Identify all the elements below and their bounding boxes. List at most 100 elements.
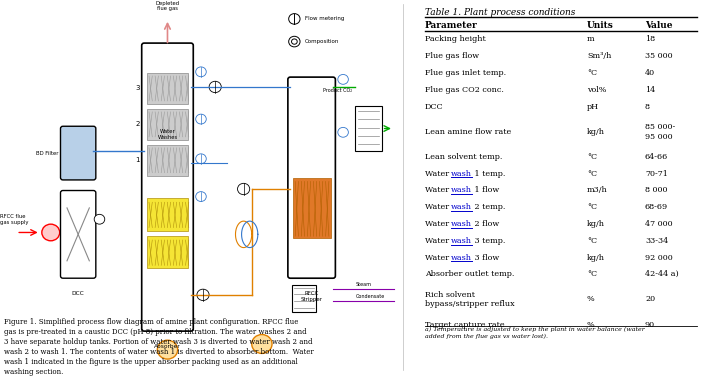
Text: Flow metering: Flow metering xyxy=(304,16,344,22)
Text: 3: 3 xyxy=(136,85,140,91)
Text: 2 flow: 2 flow xyxy=(472,220,499,228)
Circle shape xyxy=(195,192,206,201)
Text: %: % xyxy=(587,296,595,304)
Text: pH: pH xyxy=(587,102,599,110)
Text: m3/h: m3/h xyxy=(587,186,607,194)
Circle shape xyxy=(197,289,209,301)
Circle shape xyxy=(338,74,349,84)
Text: °C: °C xyxy=(587,69,597,77)
Text: 68-69: 68-69 xyxy=(645,203,668,211)
Text: Sm³/h: Sm³/h xyxy=(587,52,612,60)
Text: BD Filter: BD Filter xyxy=(37,150,59,156)
Text: Water: Water xyxy=(425,186,451,194)
Text: 1 temp.: 1 temp. xyxy=(472,170,505,178)
Text: 92 000: 92 000 xyxy=(645,254,673,262)
FancyBboxPatch shape xyxy=(60,191,96,278)
Text: Water: Water xyxy=(425,170,451,178)
Bar xyxy=(355,106,382,151)
Bar xyxy=(146,73,188,104)
Bar xyxy=(146,198,188,231)
Text: 85 000-
95 000: 85 000- 95 000 xyxy=(645,123,676,141)
FancyBboxPatch shape xyxy=(142,43,193,331)
Bar xyxy=(146,109,188,140)
Text: 18: 18 xyxy=(645,36,655,43)
Text: RFCC flue
gas supply: RFCC flue gas supply xyxy=(0,214,29,225)
Text: °C: °C xyxy=(587,153,597,161)
Bar xyxy=(146,236,188,268)
Text: Packing height: Packing height xyxy=(425,36,485,43)
Circle shape xyxy=(338,127,349,137)
Text: 20: 20 xyxy=(645,296,655,304)
Text: Flue gas inlet temp.: Flue gas inlet temp. xyxy=(425,69,505,77)
Text: Condensate: Condensate xyxy=(355,294,385,299)
Text: Product CO₂: Product CO₂ xyxy=(323,88,352,93)
Bar xyxy=(146,145,188,176)
Text: 33-34: 33-34 xyxy=(645,237,669,245)
FancyBboxPatch shape xyxy=(60,126,96,180)
Text: Flue gas CO2 conc.: Flue gas CO2 conc. xyxy=(425,86,503,94)
Text: 3 flow: 3 flow xyxy=(472,254,499,262)
Text: 8: 8 xyxy=(645,102,650,110)
Text: 70-71: 70-71 xyxy=(645,170,668,178)
Circle shape xyxy=(94,214,105,224)
Text: RFCC
Stripper: RFCC Stripper xyxy=(301,291,323,302)
Text: Water: Water xyxy=(425,203,451,211)
Text: 64-66: 64-66 xyxy=(645,153,669,161)
Text: °C: °C xyxy=(587,170,597,178)
Text: Parameter: Parameter xyxy=(425,21,477,30)
Text: wash: wash xyxy=(451,186,472,194)
Text: Rich solvent
bypass/stripper reflux: Rich solvent bypass/stripper reflux xyxy=(425,291,514,308)
Text: Steam: Steam xyxy=(355,282,371,287)
Text: kg/h: kg/h xyxy=(587,128,605,136)
Text: wash: wash xyxy=(451,254,472,262)
Text: 42-44 a): 42-44 a) xyxy=(645,270,679,278)
Text: Value: Value xyxy=(645,21,673,30)
Text: 2 temp.: 2 temp. xyxy=(472,203,505,211)
Text: °C: °C xyxy=(587,203,597,211)
Text: Lean amine flow rate: Lean amine flow rate xyxy=(425,128,511,136)
Text: %: % xyxy=(587,321,595,328)
Text: 35 000: 35 000 xyxy=(645,52,673,60)
Circle shape xyxy=(157,340,178,359)
Text: vol%: vol% xyxy=(587,86,607,94)
Text: Depleted
flue gas: Depleted flue gas xyxy=(155,0,179,11)
Text: Units: Units xyxy=(587,21,614,30)
Text: Absorber: Absorber xyxy=(154,344,181,349)
Text: kg/h: kg/h xyxy=(587,220,605,228)
Text: Lean solvent temp.: Lean solvent temp. xyxy=(425,153,502,161)
Text: Water: Water xyxy=(425,254,451,262)
Circle shape xyxy=(238,183,250,195)
Text: Table 1. Plant process conditions: Table 1. Plant process conditions xyxy=(425,8,575,17)
Text: Water: Water xyxy=(425,220,451,228)
Text: DCC: DCC xyxy=(425,102,443,110)
Text: DCC: DCC xyxy=(72,291,84,296)
FancyBboxPatch shape xyxy=(288,77,335,278)
Text: 2: 2 xyxy=(136,121,140,127)
Circle shape xyxy=(252,335,272,353)
Text: Composition: Composition xyxy=(304,39,339,44)
Circle shape xyxy=(195,67,206,77)
Text: 40: 40 xyxy=(645,69,655,77)
Text: 47 000: 47 000 xyxy=(645,220,673,228)
Text: Water
Washes: Water Washes xyxy=(157,129,178,139)
Text: Figure 1. Simplified process flow diagram of amine plant configuration. RFCC flu: Figure 1. Simplified process flow diagra… xyxy=(4,318,314,376)
Text: 1: 1 xyxy=(136,157,140,163)
Text: Target capture rate: Target capture rate xyxy=(425,321,504,328)
Text: Flue gas flow: Flue gas flow xyxy=(425,52,479,60)
Text: 90: 90 xyxy=(645,321,655,328)
Circle shape xyxy=(209,81,221,93)
Text: wash: wash xyxy=(451,203,472,211)
Text: wash: wash xyxy=(451,237,472,245)
Text: kg/h: kg/h xyxy=(587,254,605,262)
Text: 8 000: 8 000 xyxy=(645,186,667,194)
Circle shape xyxy=(41,224,60,241)
Circle shape xyxy=(195,114,206,124)
Text: a) Temperature is adjusted to keep the plant in water balance (water
added from : a) Temperature is adjusted to keep the p… xyxy=(425,327,645,339)
Text: 14: 14 xyxy=(645,86,655,94)
Text: wash: wash xyxy=(451,220,472,228)
Text: °C: °C xyxy=(587,270,597,278)
Text: 1 flow: 1 flow xyxy=(472,186,499,194)
Text: °C: °C xyxy=(587,237,597,245)
Text: Water: Water xyxy=(425,237,451,245)
Bar xyxy=(292,285,316,312)
